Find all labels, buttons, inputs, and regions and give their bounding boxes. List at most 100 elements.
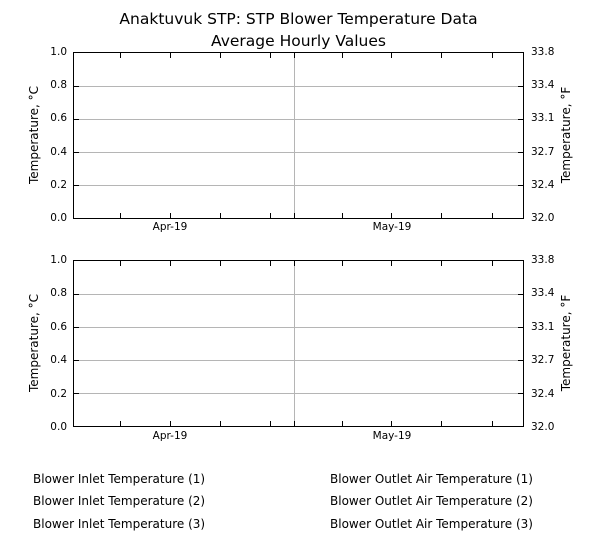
legend-entry-outlet-1: Blower Outlet Air Temperature (1) [330,472,533,486]
x-tick-mark [219,213,221,218]
v-gridline [294,53,296,218]
y-tick-label: 0.0 [50,421,67,433]
y-tick-label: 0.2 [50,179,67,191]
h-gridline [74,392,523,394]
x-tick-mark [269,213,271,218]
y-tick-mark [74,293,79,295]
x-tick-mark [491,421,493,426]
x-tick-mark [269,53,271,58]
h-gridline [74,85,523,87]
y-tick-mark [518,118,523,120]
y-tick-label: 32.4 [531,179,555,191]
y-tick-mark [74,118,79,120]
x-tick-mark [440,53,442,58]
y-tick-label: 0.0 [50,212,67,224]
x-tick-mark [294,261,296,266]
y-tick-label: 33.4 [531,79,555,91]
x-tick-mark [342,421,344,426]
y-tick-label: 33.8 [531,254,555,266]
y-tick-mark [518,326,523,328]
x-tick-mark [440,421,442,426]
x-tick-mark [269,261,271,266]
x-tick-mark [342,213,344,218]
y-tick-mark [518,392,523,394]
y-tick-label: 33.1 [531,321,555,333]
y-tick-mark [518,184,523,186]
x-tick-mark [491,213,493,218]
y-tick-label: 0.4 [50,146,67,158]
v-gridline [294,261,296,426]
y-tick-label: 1.0 [50,46,67,58]
legend-entry-outlet-2: Blower Outlet Air Temperature (2) [330,494,533,508]
legend-entry-inlet-2: Blower Inlet Temperature (2) [33,494,206,508]
y-tick-label: 0.2 [50,388,67,400]
y-tick-label: 32.4 [531,388,555,400]
y-tick-mark [518,359,523,361]
x-tick-mark [120,53,122,58]
x-tick-mark [170,421,172,426]
y-tick-mark [74,392,79,394]
y-tick-mark [74,184,79,186]
y-tick-label: 0.4 [50,354,67,366]
y-tick-label: 0.8 [50,287,67,299]
x-tick-mark [440,261,442,266]
x-tick-mark [342,261,344,266]
legend-entry-inlet-1: Blower Inlet Temperature (1) [33,472,206,486]
y-tick-mark [518,293,523,295]
y-tick-label: 32.0 [531,421,555,433]
legend-entry-inlet-3: Blower Inlet Temperature (3) [33,517,206,531]
h-gridline [74,184,523,186]
x-tick-mark [440,213,442,218]
h-gridline [74,151,523,153]
y-tick-label: 0.6 [50,112,67,124]
x-tick-mark [294,421,296,426]
h-gridline [74,326,523,328]
x-tick-mark [120,261,122,266]
x-tick-label: May-19 [372,221,412,233]
y-tick-label: 32.7 [531,354,555,366]
x-tick-mark [294,53,296,58]
y-tick-label: 0.6 [50,321,67,333]
y-tick-label: 33.4 [531,287,555,299]
x-tick-label: May-19 [372,430,412,442]
y-tick-mark [518,151,523,153]
y-tick-mark [74,326,79,328]
x-tick-mark [294,213,296,218]
x-tick-mark [219,421,221,426]
chart-title-line2: Average Hourly Values [211,31,386,50]
plot-area-bottom [73,260,524,427]
h-gridline [74,293,523,295]
h-gridline [74,118,523,120]
x-tick-mark [120,213,122,218]
plot-area-top [73,52,524,219]
y-tick-label: 32.7 [531,146,555,158]
chart-title: Anaktuvuk STP: STP Blower Temperature Da… [0,9,597,52]
y-tick-label: 33.1 [531,112,555,124]
x-tick-mark [391,421,393,426]
y-tick-label: 32.0 [531,212,555,224]
x-tick-mark [170,53,172,58]
x-tick-mark [391,213,393,218]
y-tick-mark [74,359,79,361]
y-tick-label: 1.0 [50,254,67,266]
x-tick-label: Apr-19 [152,221,188,233]
x-tick-label: Apr-19 [152,430,188,442]
y-tick-label: 33.8 [531,46,555,58]
x-tick-mark [391,53,393,58]
x-tick-mark [170,261,172,266]
h-gridline [74,359,523,361]
y-tick-mark [74,151,79,153]
legend-entry-outlet-3: Blower Outlet Air Temperature (3) [330,517,533,531]
x-tick-mark [219,261,221,266]
x-tick-mark [391,261,393,266]
x-tick-mark [491,53,493,58]
chart-title-line1: Anaktuvuk STP: STP Blower Temperature Da… [119,10,478,28]
x-tick-mark [342,53,344,58]
x-tick-mark [170,213,172,218]
x-tick-mark [219,53,221,58]
y-tick-label: 0.8 [50,79,67,91]
x-tick-mark [120,421,122,426]
y-tick-mark [518,85,523,87]
y-tick-mark [74,85,79,87]
